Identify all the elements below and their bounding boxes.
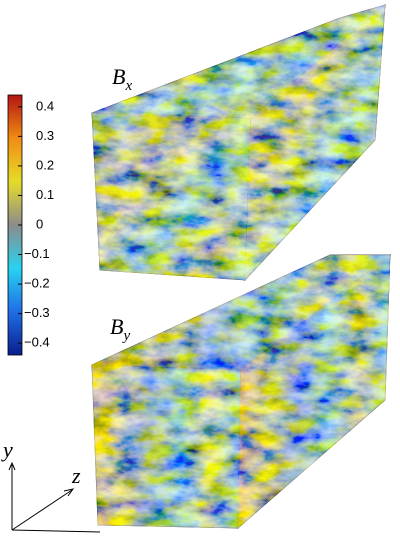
- axes-triad: [8, 461, 101, 533]
- tick-label: 0.2: [36, 157, 54, 172]
- symbol: B: [112, 64, 125, 89]
- panel-label: Bx: [112, 64, 132, 94]
- symbol: B: [110, 314, 123, 339]
- tick-label: −0.4: [24, 335, 50, 350]
- box-by: [91, 254, 392, 529]
- panel-label: By: [110, 314, 130, 344]
- tick-label: 0.1: [36, 187, 54, 202]
- tick-label: −0.2: [24, 276, 50, 291]
- box-bx: [91, 4, 386, 282]
- tick-label: 0.3: [36, 128, 54, 143]
- tick-label: −0.1: [24, 246, 50, 261]
- tick-label: 0: [36, 216, 43, 231]
- subscript: x: [124, 78, 132, 94]
- subscript: y: [121, 328, 130, 344]
- colorbar-ticks: 0.4 0.3 0.2 0.1 0 −0.1 −0.2 −0.3 −0.4: [18, 98, 54, 350]
- axis-label: y: [1, 437, 13, 462]
- tick-label: −0.3: [24, 305, 50, 320]
- tick-label: 0.4: [36, 98, 54, 113]
- axis-label: z: [71, 463, 81, 488]
